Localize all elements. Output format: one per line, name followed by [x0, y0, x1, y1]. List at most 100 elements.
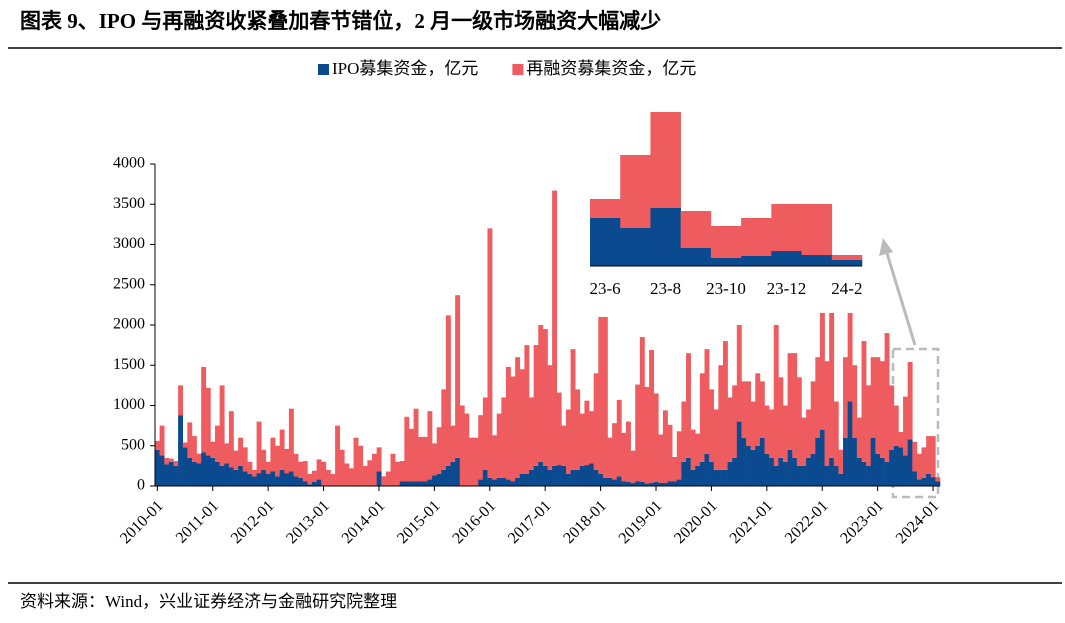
bar-segment	[755, 373, 761, 446]
bar-segment	[838, 473, 844, 486]
bar-segment	[649, 349, 655, 483]
bar-segment	[829, 457, 835, 486]
bar-segment	[372, 453, 377, 486]
bar-segment	[843, 437, 848, 486]
y-tick-label: 1500	[113, 356, 145, 373]
bar-segment	[709, 461, 715, 486]
x-tick-label: 2022-01	[782, 497, 832, 547]
bar-segment	[861, 341, 867, 462]
bar-segment	[695, 433, 701, 466]
bar-segment	[293, 476, 299, 486]
bar-segment	[492, 479, 498, 486]
bar-segment	[316, 479, 322, 486]
bar-segment	[210, 441, 216, 458]
bar-segment	[427, 411, 433, 480]
x-tick-label: 2021-01	[727, 497, 777, 547]
x-tick-label: 2018-01	[560, 497, 610, 547]
bar-segment	[312, 470, 317, 482]
bar-segment	[801, 255, 833, 266]
bar-segment	[538, 461, 544, 486]
bar-segment	[288, 471, 294, 486]
bar-segment	[686, 457, 691, 486]
bar-segment	[284, 473, 290, 486]
x-tick-label: 23-6	[590, 279, 621, 298]
bar-segment	[829, 312, 835, 458]
bar-segment	[819, 429, 825, 486]
bar-segment	[219, 465, 225, 486]
bar-segment	[556, 465, 562, 486]
bar-segment	[432, 443, 437, 476]
bar-segment	[630, 482, 636, 486]
bar-segment	[916, 453, 922, 480]
bar-segment	[771, 204, 802, 251]
bar-segment	[570, 469, 576, 486]
bar-segment	[903, 396, 908, 456]
bar-segment	[187, 422, 193, 458]
bar-segment	[778, 377, 784, 458]
bar-segment	[681, 401, 687, 462]
x-tick-label: 2023-01	[837, 497, 887, 547]
bar-segment	[538, 325, 544, 462]
bar-segment	[265, 461, 271, 474]
bar-segment	[298, 461, 304, 478]
bar-segment	[191, 436, 197, 462]
bar-segment	[621, 481, 627, 486]
bar-segment	[783, 405, 788, 462]
bar-segment	[616, 399, 622, 477]
bar-segment	[205, 387, 211, 456]
bar-segment	[519, 473, 525, 486]
bar-segment	[621, 432, 627, 482]
bar-segment	[831, 255, 863, 260]
bar-segment	[436, 427, 442, 474]
bar-segment	[418, 481, 424, 486]
chart-title: 图表 9、IPO 与再融资收紧叠加春节错位，2 月一级市场融资大幅减少	[20, 9, 661, 33]
bar-segment	[436, 473, 442, 486]
y-tick-label: 3000	[113, 235, 145, 252]
bar-segment	[710, 226, 742, 258]
bar-segment	[487, 477, 493, 486]
x-tick-label: 23-10	[706, 279, 746, 298]
bar-segment	[833, 401, 839, 466]
bar-segment	[455, 457, 461, 486]
bar-segment	[736, 421, 742, 486]
bar-segment	[427, 479, 433, 486]
bar-segment	[496, 413, 502, 478]
bar-segment	[916, 479, 922, 486]
bar-segment	[565, 409, 571, 474]
bar-segment	[635, 384, 641, 482]
bar-segment	[699, 461, 705, 486]
bar-segment	[178, 385, 184, 416]
bar-segment	[219, 385, 225, 466]
bar-segment	[598, 316, 604, 474]
x-tick-label: 2016-01	[449, 497, 499, 547]
bar-segment	[676, 479, 682, 486]
bar-segment	[935, 477, 941, 482]
bar-segment	[612, 479, 618, 486]
bar-segment	[233, 469, 239, 486]
bar-segment	[422, 436, 428, 482]
bar-segment	[159, 425, 165, 456]
bar-segment	[515, 357, 521, 478]
bar-segment	[764, 453, 770, 486]
bar-segment	[926, 436, 932, 474]
bar-segment	[196, 463, 202, 486]
bar-segment	[228, 467, 234, 486]
bar-segment	[215, 425, 220, 462]
bar-segment	[496, 477, 502, 486]
bar-segment	[806, 409, 812, 458]
bar-segment	[759, 381, 765, 438]
bar-segment	[889, 385, 895, 450]
bar-segment	[339, 449, 345, 486]
x-tick-label: 2012-01	[228, 497, 278, 547]
bar-segment	[395, 461, 401, 486]
bar-segment	[445, 465, 451, 486]
bar-segment	[385, 471, 391, 486]
bar-segment	[487, 228, 493, 478]
bar-segment	[265, 473, 271, 486]
bar-segment	[251, 476, 257, 486]
bar-segment	[270, 437, 276, 472]
bar-segment	[912, 471, 918, 486]
bar-segment	[159, 455, 165, 486]
bar-segment	[695, 465, 701, 486]
bar-segment	[787, 353, 793, 450]
